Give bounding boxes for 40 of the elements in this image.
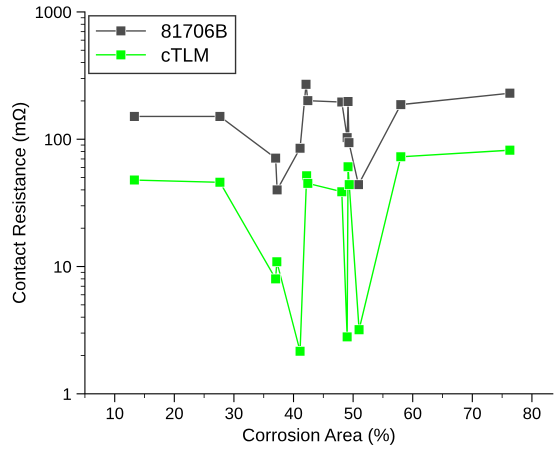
x-tick-label: 60 [404,407,422,420]
x-tick-label: 10 [106,407,124,420]
x-tick-label: 50 [344,407,362,420]
x-tick-label: 40 [284,407,302,420]
x-tick-label: 70 [464,407,481,420]
point [214,111,226,122]
point [272,184,282,196]
legend-label: 81706B [162,24,227,38]
point [342,162,354,172]
point [344,179,354,190]
point [344,137,354,148]
point [294,143,306,154]
point [214,177,226,188]
point [300,79,312,90]
y-tick-label: 10 [54,260,72,273]
point [302,178,314,189]
y-tick-label: 1000 [36,6,72,18]
point [504,88,516,98]
point [294,346,306,356]
point [272,256,282,267]
y-axis-title: Contact Resistance (mΩ) [12,102,30,304]
point [354,324,364,335]
legend-label: cTLM [162,48,208,62]
x-axis-title: Corrosion Area (%) [243,428,394,445]
x-tick-label: 30 [225,407,243,420]
point [270,152,281,164]
point [342,332,352,342]
point [396,152,406,162]
y-tick-label: 1 [64,388,71,400]
point [129,174,140,186]
point [336,186,348,197]
point [396,99,406,110]
x-tick-label: 20 [166,407,183,420]
point [342,96,354,107]
x-tick-label: 80 [523,407,541,420]
point [129,111,140,122]
point [504,144,516,156]
point [302,95,314,106]
point [270,274,281,284]
y-tick-label: 100 [45,134,72,146]
